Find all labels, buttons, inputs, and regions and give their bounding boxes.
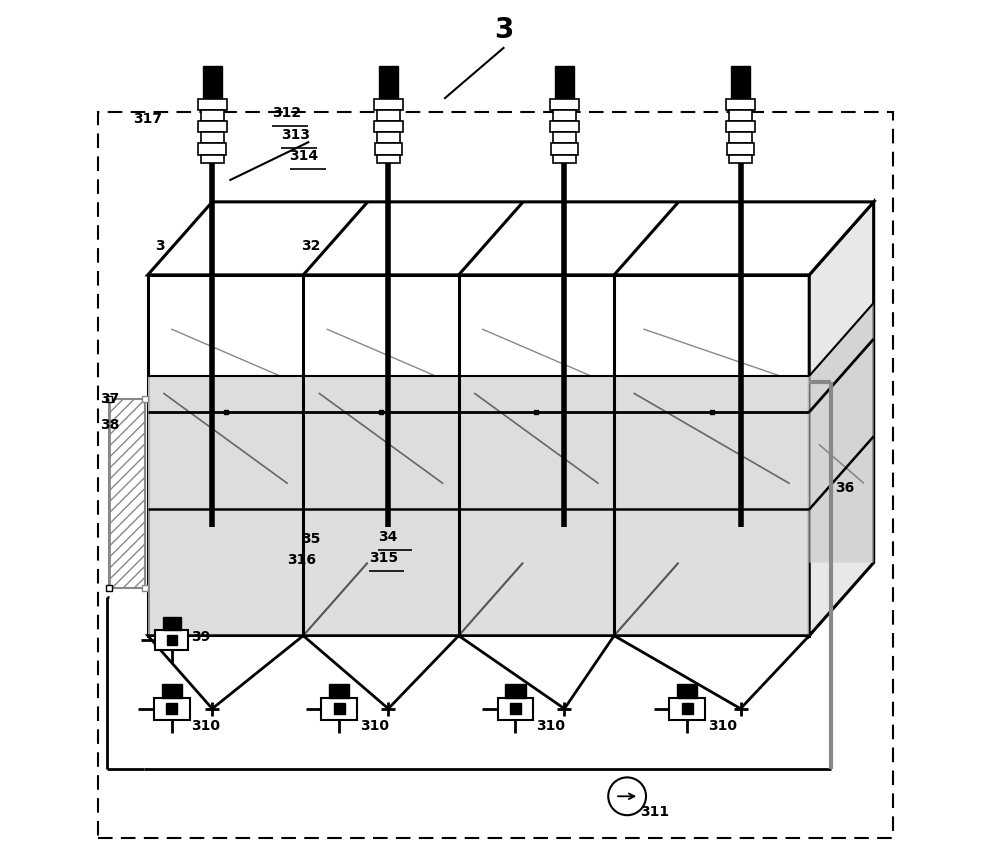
Polygon shape <box>459 636 614 709</box>
Bar <box>498 698 533 720</box>
Bar <box>166 703 177 715</box>
Text: 310: 310 <box>536 719 565 733</box>
Bar <box>553 132 576 143</box>
Text: 32: 32 <box>301 239 320 253</box>
Bar <box>167 635 177 645</box>
Text: 34: 34 <box>378 530 397 544</box>
Bar <box>669 698 705 720</box>
Bar <box>377 132 400 143</box>
Bar <box>163 618 181 630</box>
Polygon shape <box>148 376 809 509</box>
Bar <box>551 143 578 155</box>
Bar <box>677 684 697 698</box>
Bar <box>553 155 576 163</box>
Text: 312: 312 <box>272 107 301 120</box>
Bar <box>726 121 755 132</box>
Text: 317: 317 <box>133 112 162 125</box>
Bar <box>198 121 227 132</box>
Polygon shape <box>303 636 459 709</box>
Bar <box>726 99 755 110</box>
Bar <box>334 703 345 715</box>
Bar <box>377 110 400 121</box>
Bar <box>727 143 754 155</box>
Bar <box>374 121 403 132</box>
Polygon shape <box>148 202 874 275</box>
Polygon shape <box>148 636 303 709</box>
Text: 310: 310 <box>708 719 737 733</box>
Polygon shape <box>809 202 874 636</box>
Bar <box>555 66 574 99</box>
Text: 35: 35 <box>301 533 320 546</box>
Bar <box>201 110 224 121</box>
Bar <box>682 703 693 715</box>
Bar <box>550 99 579 110</box>
Text: 316: 316 <box>287 553 316 567</box>
Text: 37: 37 <box>100 393 119 406</box>
Bar <box>154 698 190 720</box>
Text: 310: 310 <box>191 719 220 733</box>
Bar <box>201 155 224 163</box>
Text: 36: 36 <box>835 481 854 495</box>
Bar <box>198 143 226 155</box>
Bar <box>198 99 227 110</box>
Text: 3: 3 <box>155 239 164 253</box>
Bar <box>98 112 893 838</box>
Bar <box>550 121 579 132</box>
Polygon shape <box>148 275 809 636</box>
Bar <box>162 684 182 698</box>
Bar <box>374 99 403 110</box>
Bar <box>321 698 357 720</box>
Bar <box>731 66 750 99</box>
Polygon shape <box>148 509 809 636</box>
Bar <box>729 132 752 143</box>
Circle shape <box>608 777 646 815</box>
Text: 310: 310 <box>360 719 389 733</box>
Text: 3: 3 <box>495 16 514 44</box>
Bar <box>375 143 402 155</box>
Bar <box>510 703 521 715</box>
Bar <box>729 155 752 163</box>
Polygon shape <box>809 303 874 563</box>
Bar <box>329 684 349 698</box>
Bar <box>553 110 576 121</box>
Text: 315: 315 <box>369 551 399 565</box>
Text: 39: 39 <box>191 631 210 644</box>
Text: 314: 314 <box>290 149 319 163</box>
Bar <box>155 630 188 650</box>
Text: 38: 38 <box>100 418 119 432</box>
Bar <box>729 110 752 121</box>
Text: 313: 313 <box>281 128 310 142</box>
Polygon shape <box>614 636 809 709</box>
Text: 311: 311 <box>640 805 669 819</box>
Bar <box>201 132 224 143</box>
Bar <box>203 66 222 99</box>
Bar <box>379 66 398 99</box>
Polygon shape <box>109 399 145 588</box>
Bar <box>505 684 526 698</box>
Bar <box>377 155 400 163</box>
